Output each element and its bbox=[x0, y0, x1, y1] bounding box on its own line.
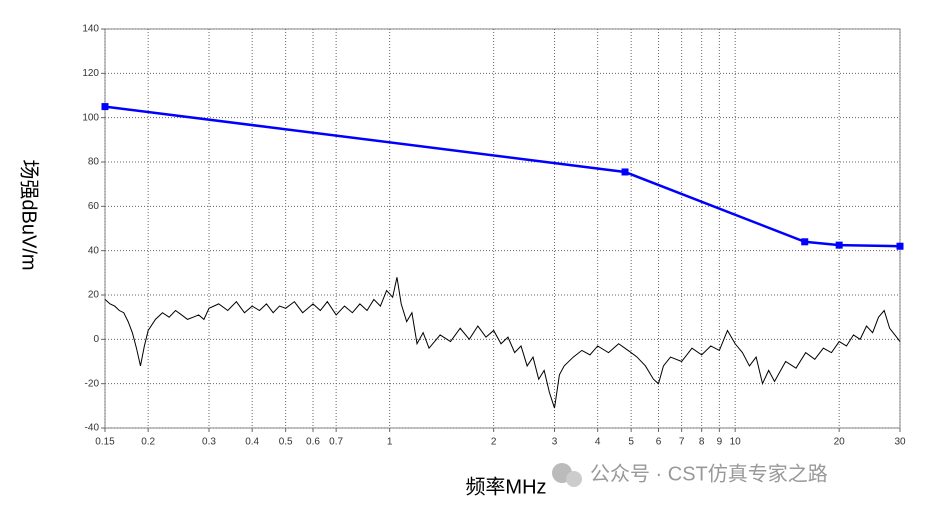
y-tick-label: 80 bbox=[88, 157, 100, 168]
y-tick-label: 100 bbox=[82, 112, 99, 123]
y-tick-label: 0 bbox=[93, 334, 99, 345]
y-tick-label: 140 bbox=[82, 24, 99, 35]
x-tick-label: 10 bbox=[730, 437, 742, 448]
y-tick-label: 40 bbox=[88, 245, 100, 256]
y-tick-label: 60 bbox=[88, 201, 100, 212]
watermark: 公众号 · CST仿真专家之路 bbox=[590, 462, 828, 485]
x-tick-label: 0.6 bbox=[306, 437, 320, 448]
x-tick-label: 2 bbox=[491, 437, 497, 448]
x-axis-label: 频率MHz bbox=[465, 475, 546, 498]
x-tick-label: 0.3 bbox=[202, 437, 216, 448]
y-tick-label: -20 bbox=[85, 378, 100, 389]
x-tick-label: 6 bbox=[656, 437, 662, 448]
x-tick-label: 20 bbox=[834, 437, 846, 448]
marker bbox=[801, 238, 809, 246]
marker bbox=[621, 168, 629, 176]
x-tick-label: 7 bbox=[679, 437, 685, 448]
plot-area bbox=[104, 28, 901, 429]
x-tick-label: 1 bbox=[387, 437, 393, 448]
y-tick-label: -40 bbox=[85, 423, 100, 434]
x-tick-label: 9 bbox=[717, 437, 723, 448]
x-tick-label: 0.15 bbox=[95, 437, 115, 448]
x-tick-label: 0.4 bbox=[245, 437, 259, 448]
x-tick-label: 8 bbox=[699, 437, 705, 448]
marker bbox=[835, 241, 843, 249]
y-tick-label: 20 bbox=[88, 290, 100, 301]
x-tick-label: 3 bbox=[552, 437, 558, 448]
y-tick-label: 120 bbox=[82, 68, 99, 79]
watermark-icon bbox=[552, 463, 582, 487]
marker bbox=[101, 103, 109, 111]
x-tick-label: 0.5 bbox=[279, 437, 293, 448]
x-tick-label: 0.7 bbox=[329, 437, 343, 448]
x-tick-label: 0.2 bbox=[141, 437, 155, 448]
x-tick-label: 5 bbox=[628, 437, 634, 448]
y-axis-label: 场强dBuV/m bbox=[18, 159, 41, 270]
x-tick-label: 4 bbox=[595, 437, 601, 448]
series-line bbox=[104, 277, 901, 409]
x-tick-label: 30 bbox=[894, 437, 906, 448]
marker bbox=[896, 242, 904, 250]
